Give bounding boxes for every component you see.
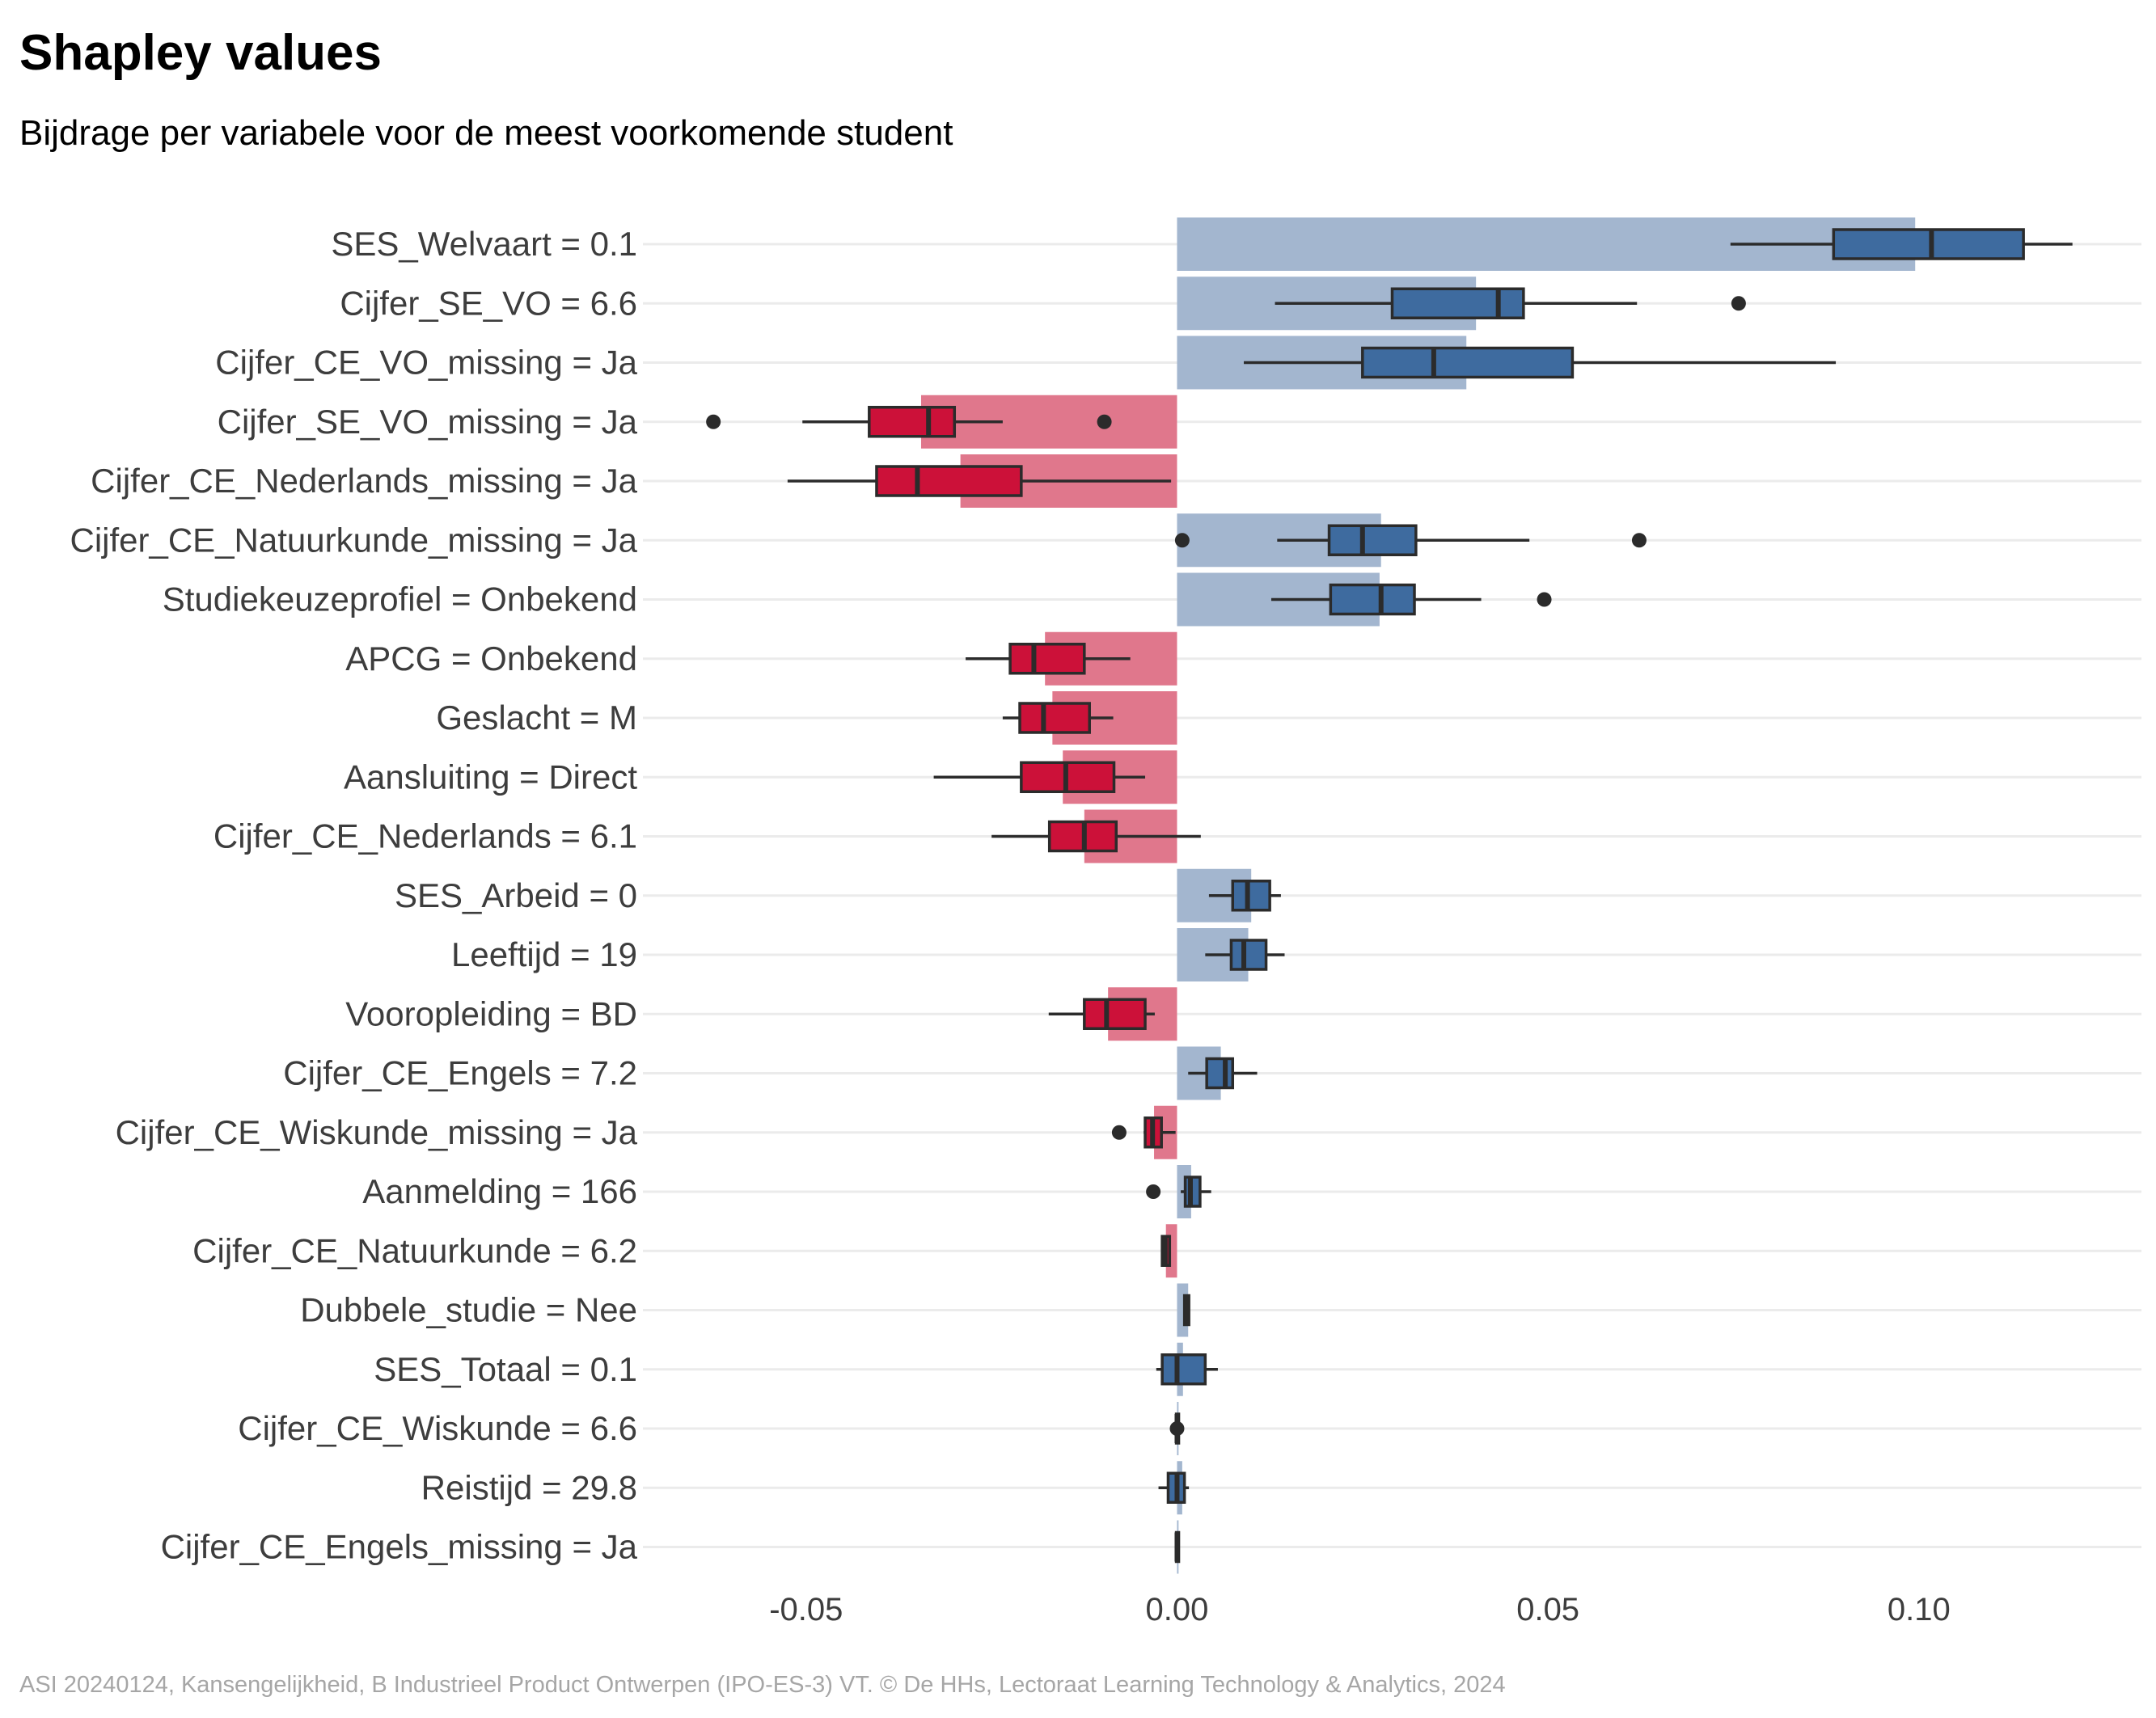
outlier-point xyxy=(1169,1421,1185,1436)
boxplot xyxy=(706,406,1112,438)
box-iqr xyxy=(1231,880,1271,912)
outlier-point xyxy=(1731,296,1746,311)
box-iqr xyxy=(868,406,957,438)
x-tick-label: 0.05 xyxy=(1516,1592,1579,1627)
outlier-point xyxy=(1111,1125,1127,1140)
boxplot xyxy=(1205,939,1285,971)
y-label: Leeftijd = 19 xyxy=(451,935,637,973)
boxplot xyxy=(1730,228,2073,260)
y-label: Cijfer_SE_VO_missing = Ja xyxy=(218,403,638,441)
boxplot xyxy=(991,820,1201,853)
boxplot xyxy=(933,761,1146,793)
boxplot xyxy=(1156,1353,1218,1386)
boxplot xyxy=(1002,702,1114,734)
y-label: Cijfer_CE_Natuurkunde = 6.2 xyxy=(192,1231,637,1269)
y-label: Cijfer_CE_Nederlands_missing = Ja xyxy=(91,462,637,500)
boxplot xyxy=(1158,1471,1190,1504)
box-iqr xyxy=(1329,583,1416,616)
box-iqr xyxy=(1229,939,1268,971)
boxplot xyxy=(1169,1412,1185,1445)
y-label: Cijfer_CE_Nederlands = 6.1 xyxy=(213,817,637,855)
y-label: Cijfer_CE_Engels_missing = Ja xyxy=(161,1528,638,1566)
grid-layer xyxy=(643,243,2141,1548)
boxplot xyxy=(1188,1057,1258,1090)
x-axis-ticks: -0.05 0.00 0.05 0.10 xyxy=(769,1592,1951,1627)
y-label: Cijfer_CE_Wiskunde = 6.6 xyxy=(238,1409,637,1447)
boxplot xyxy=(966,643,1131,675)
outlier-point xyxy=(1146,1184,1161,1199)
y-label: Vooropleiding = BD xyxy=(345,994,637,1032)
y-label: Cijfer_CE_Natuurkunde_missing = Ja xyxy=(70,521,637,559)
boxplot xyxy=(1160,1235,1172,1267)
boxplot xyxy=(1146,1176,1211,1208)
boxplot xyxy=(1182,1294,1190,1327)
x-tick-label: -0.05 xyxy=(769,1592,843,1627)
chart-subtitle: Bijdrage per variabele voor de meest voo… xyxy=(19,113,953,153)
box-iqr xyxy=(1160,1353,1207,1386)
boxplot xyxy=(1275,287,1746,319)
boxplot xyxy=(1174,524,1647,556)
boxplot xyxy=(1111,1116,1176,1149)
y-label: Studiekeuzeprofiel = Onbekend xyxy=(163,580,637,618)
box-iqr xyxy=(875,465,1023,497)
box-iqr xyxy=(1083,998,1147,1030)
box-iqr xyxy=(1361,346,1575,379)
box-iqr xyxy=(1832,228,2025,260)
outlier-point xyxy=(1537,592,1552,607)
outlier-point xyxy=(1631,533,1647,548)
boxplot xyxy=(787,465,1172,497)
boxplot xyxy=(1270,583,1552,616)
outlier-point xyxy=(706,414,721,429)
y-label: Aanmelding = 166 xyxy=(362,1172,637,1210)
y-label: Cijfer_CE_Engels = 7.2 xyxy=(283,1054,637,1092)
box-iqr xyxy=(1327,524,1418,556)
y-label: SES_Welvaart = 0.1 xyxy=(331,225,637,263)
chart-caption: ASI 20240124, Kansengelijkheid, B Indust… xyxy=(19,1672,1506,1698)
y-label: Aansluiting = Direct xyxy=(344,758,637,796)
y-label: SES_Totaal = 0.1 xyxy=(374,1350,637,1388)
y-label: Dubbele_studie = Nee xyxy=(300,1291,637,1329)
boxplot xyxy=(1174,1530,1181,1564)
outlier-point xyxy=(1097,414,1112,429)
y-label: Geslacht = M xyxy=(436,699,637,737)
box-iqr xyxy=(1390,287,1525,319)
y-label: APCG = Onbekend xyxy=(345,640,637,677)
x-tick-label: 0.10 xyxy=(1888,1592,1951,1627)
boxplot xyxy=(1244,346,1837,379)
y-axis-labels: SES_Welvaart = 0.1 Cijfer_SE_VO = 6.6 Cijf… xyxy=(70,225,637,1566)
boxplot-layer xyxy=(706,228,2073,1564)
box-iqr xyxy=(1018,702,1091,734)
box-iqr xyxy=(1205,1057,1235,1090)
y-label: Cijfer_SE_VO = 6.6 xyxy=(340,284,637,322)
chart-title: Shapley values xyxy=(19,25,383,81)
boxplot xyxy=(1208,880,1281,912)
y-label: Cijfer_CE_VO_missing = Ja xyxy=(215,344,637,382)
y-label: Cijfer_CE_Wiskunde_missing = Ja xyxy=(116,1113,638,1151)
y-label: Reistijd = 29.8 xyxy=(421,1468,637,1506)
box-iqr xyxy=(1008,643,1086,675)
x-tick-label: 0.00 xyxy=(1146,1592,1209,1627)
y-label: SES_Arbeid = 0 xyxy=(395,876,637,914)
boxplot xyxy=(1048,998,1155,1030)
outlier-point xyxy=(1174,533,1190,548)
